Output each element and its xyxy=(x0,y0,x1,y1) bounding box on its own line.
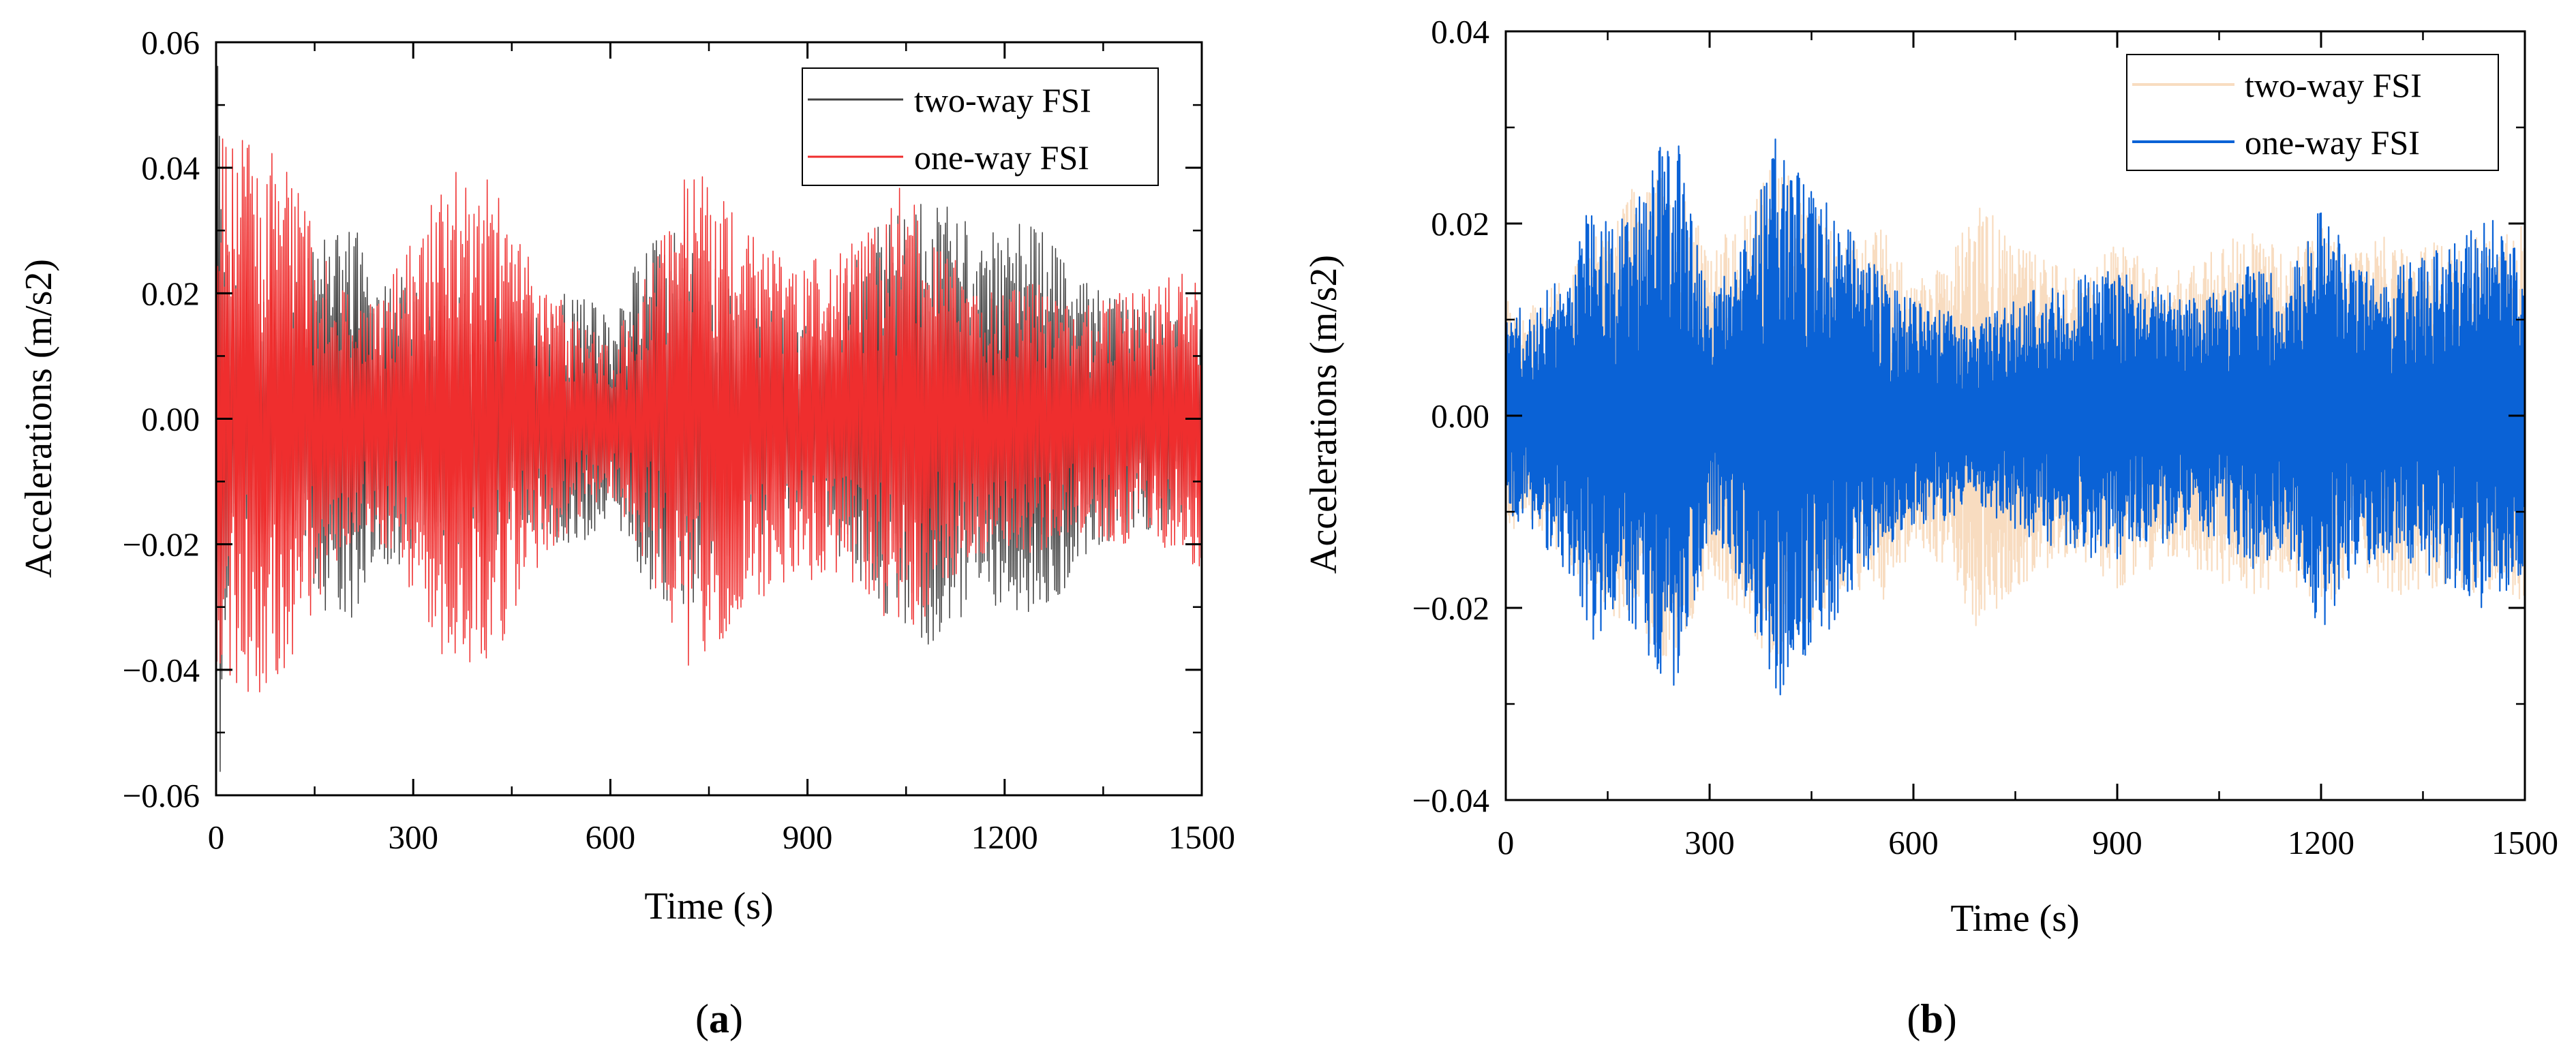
legend-label-two-way-fsi-b: two-way FSI xyxy=(2245,66,2422,104)
legend-b: two-way FSI one-way FSI xyxy=(2126,54,2499,171)
legend-label-one-way-fsi-a: one-way FSI xyxy=(914,138,1089,176)
legend-box-a xyxy=(802,67,1159,186)
y-tick-label: 0.00 xyxy=(1431,397,1489,435)
y-axis-tick-labels-a: −0.06 −0.04 −0.02 0.00 0.02 0.04 0.06 xyxy=(123,24,200,814)
x-tick-label: 300 xyxy=(388,818,438,856)
y-tick-label: −0.06 xyxy=(123,777,200,814)
panel-caption-a: (a) xyxy=(695,996,743,1041)
panel-caption-b: (b) xyxy=(1907,996,1956,1041)
x-axis-tick-labels-b: 0 300 600 900 1200 1500 xyxy=(1498,824,2558,861)
panel-caption-letter-b: b xyxy=(1920,996,1943,1041)
y-tick-label: 0.06 xyxy=(141,24,200,61)
chart-panel-b: 0 300 600 900 1200 1500 −0.04 −0.02 0.00 0.02 0.0… xyxy=(1303,13,2558,1041)
y-tick-label: 0.04 xyxy=(141,149,200,187)
y-tick-label: −0.04 xyxy=(123,651,200,689)
y-axis-ticks-b xyxy=(1506,30,2525,801)
y-tick-label: 0.02 xyxy=(1431,205,1489,243)
chart-panel-a: 0 300 600 900 1200 1500 −0.06 −0.04 −0.02 0.00 0.… xyxy=(18,24,1235,1041)
y-axis-tick-labels-b: −0.04 −0.02 0.00 0.02 0.04 xyxy=(1412,13,1489,819)
series-one-way-fsi-line-a xyxy=(216,138,1202,692)
y-tick-label: −0.02 xyxy=(123,526,200,564)
x-tick-label: 900 xyxy=(783,818,833,856)
legend-label-one-way-fsi-b: one-way FSI xyxy=(2245,123,2420,162)
x-tick-label: 1500 xyxy=(2491,824,2558,861)
legend-box-b xyxy=(2126,54,2499,171)
x-axis-title-a: Time (s) xyxy=(644,885,773,927)
x-tick-label: 600 xyxy=(586,818,636,856)
series-path-a-1 xyxy=(216,138,1202,692)
x-tick-label: 1200 xyxy=(2288,824,2354,861)
y-tick-label: 0.04 xyxy=(1431,13,1489,50)
series-path-b-1 xyxy=(1506,138,2525,696)
y-tick-label: 0.02 xyxy=(141,275,200,312)
x-axis-ticks-a xyxy=(215,42,1203,795)
legend-label-two-way-fsi-a: two-way FSI xyxy=(914,81,1091,119)
x-tick-label: 0 xyxy=(208,818,225,856)
x-tick-label: 0 xyxy=(1498,824,1515,861)
x-tick-label: 300 xyxy=(1684,824,1735,861)
y-tick-label: −0.04 xyxy=(1412,782,1489,819)
x-tick-label: 1500 xyxy=(1168,818,1235,856)
x-tick-label: 1200 xyxy=(971,818,1038,856)
legend-a: two-way FSI one-way FSI xyxy=(802,67,1159,186)
x-tick-label: 600 xyxy=(1888,824,1939,861)
series-one-way-fsi-line-b xyxy=(1506,138,2525,696)
y-tick-label: −0.02 xyxy=(1412,589,1489,627)
y-axis-title-a: Accelerations (m/s2) xyxy=(18,259,60,578)
x-tick-label: 900 xyxy=(2092,824,2142,861)
y-axis-ticks-a xyxy=(216,41,1202,797)
y-axis-title-b: Accelerations (m/s2) xyxy=(1303,255,1345,574)
panel-caption-letter-a: a xyxy=(709,996,729,1041)
y-tick-label: 0.00 xyxy=(141,401,200,438)
x-axis-tick-labels-a: 0 300 600 900 1200 1500 xyxy=(208,818,1235,856)
x-axis-title-b: Time (s) xyxy=(1950,897,2079,940)
x-axis-ticks-b xyxy=(1504,31,2526,800)
